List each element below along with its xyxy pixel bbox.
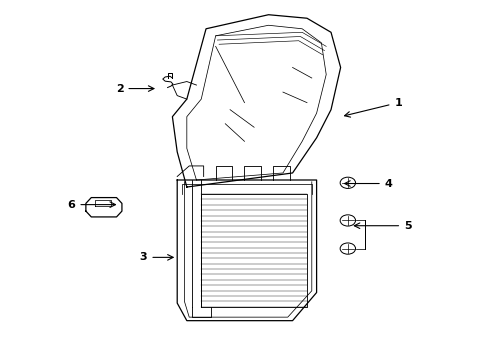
Text: 1: 1 xyxy=(344,98,401,117)
Text: 3: 3 xyxy=(140,252,173,262)
Text: 2: 2 xyxy=(116,84,154,94)
Text: 4: 4 xyxy=(344,179,392,189)
Text: 6: 6 xyxy=(67,199,115,210)
Text: 5: 5 xyxy=(353,221,411,231)
